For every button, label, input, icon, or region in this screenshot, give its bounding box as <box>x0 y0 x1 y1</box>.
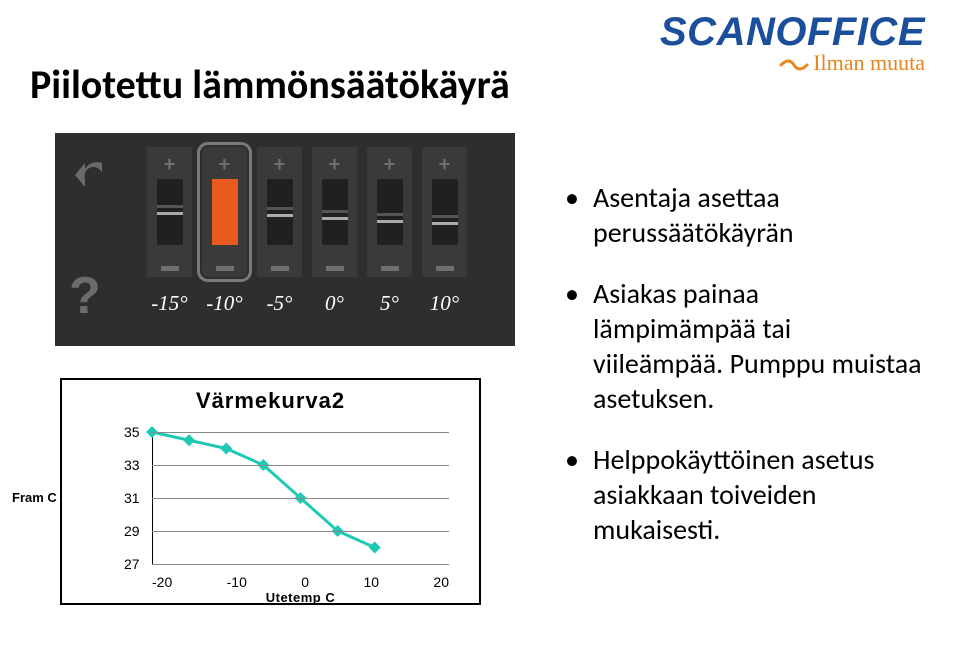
adjustment-slots: + + + + + + <box>147 147 467 277</box>
slot-0[interactable]: + <box>147 147 192 277</box>
y-axis-title: Fram C <box>12 490 57 505</box>
heat-curve-chart: Värmekurva2 27 29 31 33 35 -20 -10 0 10 20 Utete… <box>60 378 481 605</box>
slot-4[interactable]: + <box>367 147 412 277</box>
minus-icon[interactable] <box>436 266 454 271</box>
slot-2[interactable]: + <box>257 147 302 277</box>
y-tick: 35 <box>124 424 140 440</box>
plus-icon[interactable]: + <box>439 153 450 175</box>
slot-1[interactable]: + <box>202 147 247 277</box>
temp-label: 0° <box>312 291 357 316</box>
logo: SCANOFFICE Ilman muuta <box>660 12 925 76</box>
page-title: Piilotettu lämmönsäätökäyrä <box>30 60 510 109</box>
temp-label: 5° <box>367 291 412 316</box>
y-tick: 27 <box>124 556 140 572</box>
plus-icon[interactable]: + <box>164 153 175 175</box>
x-tick: -10 <box>227 574 247 590</box>
bullet-item: Helppokäyttöinen asetus asiakkaan toivei… <box>565 442 925 547</box>
minus-icon[interactable] <box>326 266 344 271</box>
y-tick: 33 <box>124 457 140 473</box>
minus-icon[interactable] <box>216 266 234 271</box>
back-icon[interactable] <box>69 151 117 199</box>
temp-label: -10° <box>202 291 247 316</box>
temp-label: 10° <box>422 291 467 316</box>
control-panel: ? + + + + + + -15° -10° -5° 0° 5° 10° <box>55 133 515 346</box>
slot-5[interactable]: + <box>422 147 467 277</box>
plus-icon[interactable]: + <box>329 153 340 175</box>
x-tick: 20 <box>433 574 449 590</box>
x-tick: -20 <box>152 574 172 590</box>
logo-sub-text: Ilman muuta <box>813 50 925 75</box>
bullet-item: Asentaja asettaa perussäätökäyrän <box>565 180 925 250</box>
help-icon[interactable]: ? <box>69 266 101 326</box>
x-tick: 0 <box>301 574 309 590</box>
chart-title: Värmekurva2 <box>62 388 479 414</box>
temperature-labels: -15° -10° -5° 0° 5° 10° <box>147 291 467 316</box>
logo-main: SCANOFFICE <box>660 12 925 52</box>
y-tick: 31 <box>124 490 140 506</box>
plus-icon[interactable]: + <box>219 153 230 175</box>
plus-icon[interactable]: + <box>384 153 395 175</box>
minus-icon[interactable] <box>161 266 179 271</box>
plus-icon[interactable]: + <box>274 153 285 175</box>
slot-3[interactable]: + <box>312 147 357 277</box>
y-tick: 29 <box>124 523 140 539</box>
minus-icon[interactable] <box>271 266 289 271</box>
x-axis-title: Utetemp C <box>152 590 449 605</box>
bullet-list: Asentaja asettaa perussäätökäyrän Asiakas… <box>565 180 925 573</box>
temp-label: -15° <box>147 291 192 316</box>
minus-icon[interactable] <box>381 266 399 271</box>
x-tick: 10 <box>363 574 379 590</box>
temp-label: -5° <box>257 291 302 316</box>
bullet-item: Asiakas painaa lämpimämpää tai viileämpä… <box>565 276 925 416</box>
